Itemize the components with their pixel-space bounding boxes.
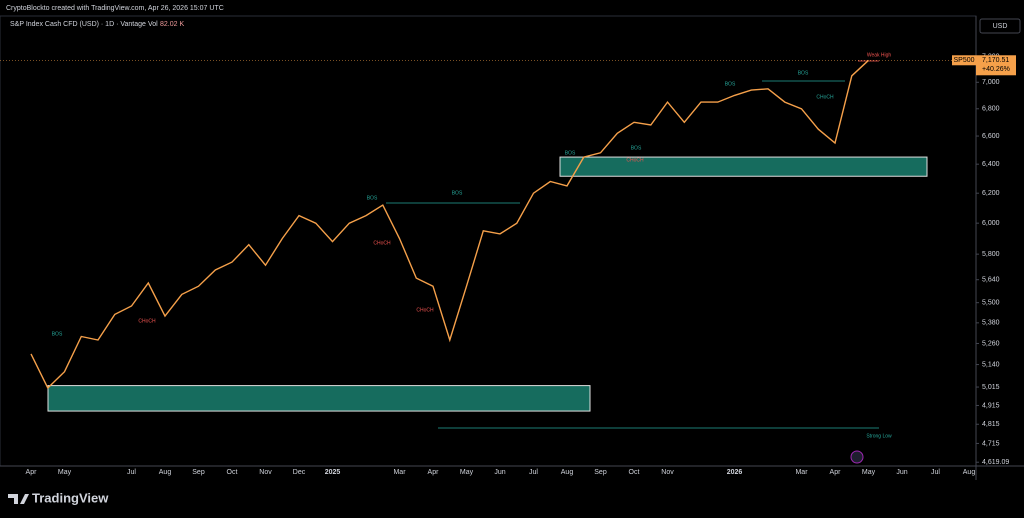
x-tick-label: Aug — [561, 469, 574, 476]
y-tick-label: 5,500 — [982, 300, 1000, 307]
change-label: +40.26% — [982, 66, 1010, 73]
symbol-label: SP500 — [953, 57, 974, 64]
chart-title: S&P Index Cash CFD (USD) · 1D · Vantage — [10, 21, 146, 28]
x-tick-label: May — [460, 469, 474, 476]
x-tick-label: Nov — [661, 469, 674, 476]
annotation: CHoCH — [816, 94, 834, 100]
x-tick-label: Oct — [227, 469, 238, 476]
price-label: 7,170.51 — [982, 57, 1009, 64]
y-tick-label: 5,640 — [982, 277, 1000, 284]
symbol-tag — [952, 55, 976, 66]
y-tick-label: 4,815 — [982, 421, 1000, 428]
y-tick-label: 4,715 — [982, 440, 1000, 447]
logo-mark — [8, 494, 29, 504]
y-tick-label: 4,915 — [982, 402, 1000, 409]
x-tick-label: Aug — [963, 469, 976, 476]
x-tick-label: Apr — [26, 469, 38, 476]
x-tick-label: 2026 — [727, 469, 743, 476]
logo: TradingView — [8, 490, 109, 505]
y-tick-label: 4,619.09 — [982, 459, 1009, 466]
y-tick-label: 6,200 — [982, 190, 1000, 197]
x-tick-label: Apr — [428, 469, 440, 476]
annotation: CHoCH — [138, 318, 156, 324]
logo-text: TradingView — [32, 490, 109, 505]
annotation: Strong Low — [866, 433, 892, 439]
annotation: BOS — [725, 81, 736, 87]
y-tick-label: 6,000 — [982, 220, 1000, 227]
x-tick-label: Nov — [259, 469, 272, 476]
currency-box[interactable] — [979, 18, 1021, 34]
zone — [559, 156, 928, 177]
annotation: Weak High — [867, 52, 892, 58]
x-tick-label: May — [862, 469, 876, 476]
y-tick-label: 6,600 — [982, 133, 1000, 140]
y-tick-label: 7,000 — [982, 79, 1000, 86]
x-tick-label: Dec — [293, 469, 306, 476]
annotation: BOS — [798, 70, 809, 76]
volume: 82.02 K — [160, 21, 184, 28]
x-tick-label: Sep — [594, 469, 607, 476]
annotation: CHoCH — [626, 157, 644, 163]
y-tick-label: 5,260 — [982, 340, 1000, 347]
header: CryptoBlockto created with TradingView.c… — [6, 5, 224, 12]
y-tick-label: 5,140 — [982, 361, 1000, 368]
x-tick-label: Jun — [494, 469, 505, 476]
x-tick-label: 2025 — [325, 469, 341, 476]
x-tick-label: Sep — [192, 469, 205, 476]
annotation: BOS — [565, 150, 576, 156]
event-icon[interactable] — [850, 450, 864, 464]
x-tick-label: Jun — [896, 469, 907, 476]
x-tick-label: Aug — [159, 469, 172, 476]
zone — [47, 385, 591, 412]
x-tick-label: Mar — [795, 469, 808, 476]
x-tick-label: Jul — [931, 469, 940, 476]
currency[interactable]: USD — [993, 23, 1008, 30]
y-tick-label: 6,800 — [982, 106, 1000, 113]
x-tick-label: Apr — [830, 469, 842, 476]
x-tick-label: May — [58, 469, 72, 476]
annotation: BOS — [452, 190, 463, 196]
annotation: BOS — [367, 195, 378, 201]
price-tag — [976, 55, 1016, 76]
y-tick-label: 5,800 — [982, 251, 1000, 258]
y-tick-label: 6,400 — [982, 161, 1000, 168]
volume-label: Vol — [148, 21, 158, 28]
annotation: BOS — [52, 331, 63, 337]
x-tick-label: Jul — [529, 469, 538, 476]
annotation: BOS — [631, 145, 642, 151]
y-tick-label: 5,380 — [982, 320, 1000, 327]
x-tick-label: Mar — [393, 469, 406, 476]
x-tick-label: Oct — [629, 469, 640, 476]
x-tick-label: Jul — [127, 469, 136, 476]
price-line — [30, 59, 869, 390]
y-tick-label: 5,015 — [982, 384, 1000, 391]
annotation: CHoCH — [416, 307, 434, 313]
annotation: CHoCH — [373, 240, 391, 246]
